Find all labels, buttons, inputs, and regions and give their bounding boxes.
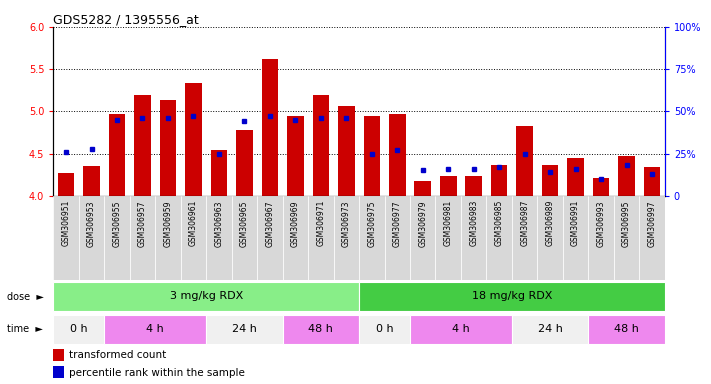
FancyBboxPatch shape bbox=[53, 314, 105, 344]
Text: 24 h: 24 h bbox=[538, 324, 562, 334]
Text: GSM306957: GSM306957 bbox=[138, 200, 147, 247]
Text: GSM306971: GSM306971 bbox=[316, 200, 326, 247]
Bar bbox=[567, 158, 584, 196]
Bar bbox=[287, 116, 304, 196]
FancyBboxPatch shape bbox=[589, 314, 665, 344]
Bar bbox=[83, 166, 100, 196]
Text: GSM306977: GSM306977 bbox=[392, 200, 402, 247]
Text: GDS5282 / 1395556_at: GDS5282 / 1395556_at bbox=[53, 13, 199, 26]
Bar bbox=[53, 349, 64, 361]
Text: dose  ►: dose ► bbox=[7, 291, 44, 302]
FancyBboxPatch shape bbox=[206, 314, 283, 344]
Text: 4 h: 4 h bbox=[146, 324, 164, 334]
Bar bbox=[109, 114, 125, 196]
Text: 48 h: 48 h bbox=[614, 324, 639, 334]
FancyBboxPatch shape bbox=[79, 196, 105, 280]
Bar bbox=[53, 366, 64, 379]
FancyBboxPatch shape bbox=[410, 196, 435, 280]
FancyBboxPatch shape bbox=[53, 282, 359, 311]
Text: GSM306967: GSM306967 bbox=[265, 200, 274, 247]
Bar bbox=[491, 166, 508, 196]
FancyBboxPatch shape bbox=[333, 196, 359, 280]
Text: GSM306991: GSM306991 bbox=[571, 200, 580, 247]
Text: 3 mg/kg RDX: 3 mg/kg RDX bbox=[169, 291, 243, 301]
FancyBboxPatch shape bbox=[435, 196, 461, 280]
Bar bbox=[185, 83, 202, 196]
Text: GSM306955: GSM306955 bbox=[112, 200, 122, 247]
FancyBboxPatch shape bbox=[155, 196, 181, 280]
Text: GSM306981: GSM306981 bbox=[444, 200, 453, 246]
Bar bbox=[160, 99, 176, 196]
Bar bbox=[389, 114, 405, 196]
FancyBboxPatch shape bbox=[105, 314, 206, 344]
Text: GSM306953: GSM306953 bbox=[87, 200, 96, 247]
Text: 18 mg/kg RDX: 18 mg/kg RDX bbox=[471, 291, 552, 301]
Text: GSM306959: GSM306959 bbox=[164, 200, 173, 247]
FancyBboxPatch shape bbox=[257, 196, 283, 280]
Bar bbox=[619, 156, 635, 196]
Bar bbox=[542, 165, 558, 196]
FancyBboxPatch shape bbox=[181, 196, 206, 280]
Bar bbox=[363, 116, 380, 196]
FancyBboxPatch shape bbox=[105, 196, 129, 280]
FancyBboxPatch shape bbox=[614, 196, 639, 280]
Text: GSM306989: GSM306989 bbox=[545, 200, 555, 247]
FancyBboxPatch shape bbox=[129, 196, 155, 280]
FancyBboxPatch shape bbox=[283, 314, 359, 344]
Text: GSM306995: GSM306995 bbox=[622, 200, 631, 247]
Bar bbox=[643, 167, 661, 196]
FancyBboxPatch shape bbox=[461, 196, 486, 280]
FancyBboxPatch shape bbox=[410, 314, 512, 344]
Text: GSM306997: GSM306997 bbox=[648, 200, 656, 247]
Text: GSM306985: GSM306985 bbox=[495, 200, 503, 247]
FancyBboxPatch shape bbox=[308, 196, 333, 280]
Text: 0 h: 0 h bbox=[70, 324, 87, 334]
Text: GSM306969: GSM306969 bbox=[291, 200, 300, 247]
FancyBboxPatch shape bbox=[232, 196, 257, 280]
Text: GSM306993: GSM306993 bbox=[597, 200, 606, 247]
Bar bbox=[58, 173, 75, 196]
Bar bbox=[516, 126, 533, 196]
Text: GSM306975: GSM306975 bbox=[368, 200, 376, 247]
FancyBboxPatch shape bbox=[283, 196, 308, 280]
FancyBboxPatch shape bbox=[563, 196, 589, 280]
Text: GSM306983: GSM306983 bbox=[469, 200, 479, 247]
FancyBboxPatch shape bbox=[486, 196, 512, 280]
Bar bbox=[236, 130, 252, 196]
FancyBboxPatch shape bbox=[385, 196, 410, 280]
Bar bbox=[338, 106, 355, 196]
FancyBboxPatch shape bbox=[538, 196, 563, 280]
Text: GSM306987: GSM306987 bbox=[520, 200, 529, 247]
FancyBboxPatch shape bbox=[512, 196, 538, 280]
Bar bbox=[134, 95, 151, 196]
Text: GSM306963: GSM306963 bbox=[215, 200, 223, 247]
Bar bbox=[593, 178, 609, 196]
FancyBboxPatch shape bbox=[639, 196, 665, 280]
Text: 24 h: 24 h bbox=[232, 324, 257, 334]
FancyBboxPatch shape bbox=[359, 196, 385, 280]
FancyBboxPatch shape bbox=[53, 196, 79, 280]
Text: 4 h: 4 h bbox=[452, 324, 470, 334]
Text: GSM306979: GSM306979 bbox=[418, 200, 427, 247]
Bar bbox=[466, 176, 482, 196]
Text: GSM306961: GSM306961 bbox=[189, 200, 198, 247]
Text: 48 h: 48 h bbox=[309, 324, 333, 334]
Text: time  ►: time ► bbox=[7, 324, 43, 334]
FancyBboxPatch shape bbox=[359, 314, 410, 344]
Text: percentile rank within the sample: percentile rank within the sample bbox=[68, 367, 245, 377]
Bar bbox=[262, 59, 278, 196]
Text: GSM306965: GSM306965 bbox=[240, 200, 249, 247]
FancyBboxPatch shape bbox=[589, 196, 614, 280]
Bar bbox=[415, 180, 431, 196]
Text: transformed count: transformed count bbox=[68, 350, 166, 360]
Text: GSM306951: GSM306951 bbox=[62, 200, 70, 247]
Text: 0 h: 0 h bbox=[375, 324, 393, 334]
Text: GSM306973: GSM306973 bbox=[342, 200, 351, 247]
Bar bbox=[210, 150, 228, 196]
Bar bbox=[440, 175, 456, 196]
FancyBboxPatch shape bbox=[206, 196, 232, 280]
Bar bbox=[313, 95, 329, 196]
FancyBboxPatch shape bbox=[359, 282, 665, 311]
FancyBboxPatch shape bbox=[512, 314, 589, 344]
